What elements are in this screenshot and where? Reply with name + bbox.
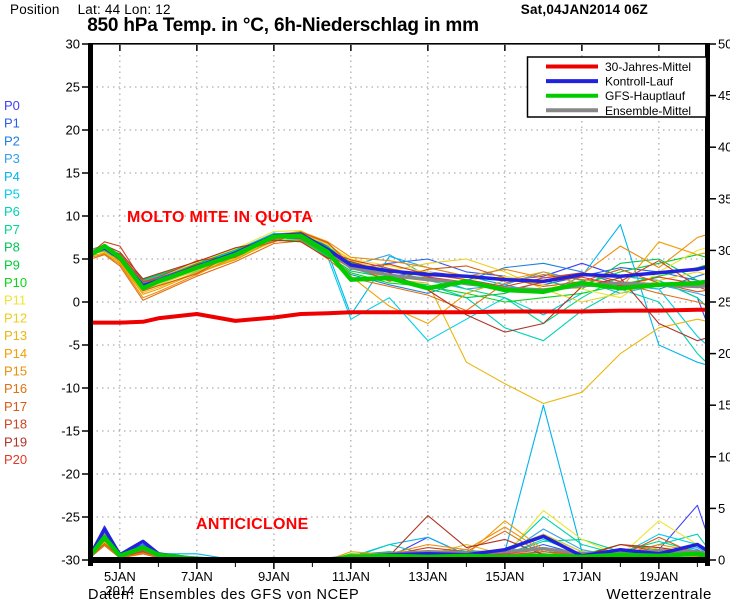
precip-axis-tick: 35 — [718, 191, 730, 206]
member-label-P19: P19 — [4, 434, 27, 449]
member-label-P12: P12 — [4, 310, 27, 325]
temp-axis-tick: -20 — [61, 467, 80, 482]
temp-axis-tick: 20 — [66, 123, 80, 138]
member-label-P8: P8 — [4, 240, 20, 255]
annotation-anticiclone: ANTICICLONE — [196, 516, 309, 533]
annotation-molto-mite: MOLTO MITE IN QUOTA — [127, 209, 313, 226]
legend: 30-Jahres-MittelKontroll-LaufGFS-Hauptla… — [526, 56, 708, 118]
legend-label: GFS-Hauptlauf — [605, 89, 686, 103]
precip-main-run-line — [90, 535, 708, 560]
member-label-P9: P9 — [4, 257, 20, 272]
precip-axis-tick: 25 — [718, 295, 730, 310]
legend-label: 30-Jahres-Mittel — [605, 60, 691, 74]
precip-axis-tick: 15 — [718, 398, 730, 413]
member-label-P10: P10 — [4, 275, 27, 290]
temp-30y-mean-line — [90, 307, 708, 325]
member-label-P3: P3 — [4, 151, 20, 166]
date-axis-tick: 13JAN — [408, 569, 447, 584]
temp-member-P19 — [90, 239, 708, 342]
date-axis-tick: 7JAN — [181, 569, 213, 584]
precip-axis-tick: 10 — [718, 449, 730, 464]
date-axis-tick: 11JAN — [332, 569, 370, 584]
legend-label: Ensemble-Mittel — [605, 104, 691, 118]
position-value: Lat: 44 Lon: 12 — [77, 2, 171, 17]
gridlines — [91, 44, 707, 560]
precip-axis-tick: 30 — [718, 243, 730, 258]
legend-label: Kontroll-Lauf — [605, 75, 674, 89]
temp-member-P15 — [90, 230, 708, 299]
date-axis-tick: 9JAN — [258, 569, 290, 584]
temp-axis-tick: 30 — [66, 37, 80, 52]
axis-labels: 302520151050-5-10-15-20-25-3050454035302… — [61, 37, 730, 599]
member-label-P4: P4 — [4, 169, 20, 184]
member-label-P6: P6 — [4, 204, 20, 219]
member-label-P0: P0 — [4, 98, 20, 113]
temp-axis-tick: 0 — [73, 295, 80, 310]
member-label-P11: P11 — [4, 293, 26, 308]
member-label-P17: P17 — [4, 399, 27, 414]
temp-axis-tick: 5 — [73, 252, 80, 267]
temp-axis-tick: 15 — [66, 166, 80, 181]
member-label-P2: P2 — [4, 133, 20, 148]
precip-axis-tick: 50 — [718, 37, 730, 52]
brand-wetterzentrale: Wetterzentrale — [606, 586, 712, 603]
precip-axis-tick: 45 — [718, 88, 730, 103]
member-label-P15: P15 — [4, 364, 27, 379]
date-axis-tick: 19JAN — [639, 569, 678, 584]
member-label-P18: P18 — [4, 417, 27, 432]
temp-axis-tick: -15 — [61, 424, 80, 439]
run-datetime: Sat,04JAN2014 06Z — [520, 2, 648, 17]
member-label-P20: P20 — [4, 452, 27, 467]
member-label-P5: P5 — [4, 187, 20, 202]
precip-axis-tick: 20 — [718, 346, 730, 361]
precip-member-P4 — [90, 404, 708, 560]
date-axis-tick: 15JAN — [485, 569, 524, 584]
temp-axis-tick: 10 — [66, 209, 80, 224]
member-label-P1: P1 — [4, 116, 20, 131]
plot-lines — [90, 224, 708, 560]
member-labels: P0 P1 P2 P3 P4 P5 P6 P7 P8 P9 P10 P11 P12 P13 P14 P15 P1… — [4, 98, 27, 467]
date-axis-tick: 17JAN — [562, 569, 601, 584]
precip-axis-tick: 5 — [718, 501, 725, 516]
temp-axis-tick: -10 — [61, 381, 80, 396]
member-label-P7: P7 — [4, 222, 20, 237]
temp-axis-tick: -5 — [68, 338, 80, 353]
temp-member-P4 — [90, 224, 708, 366]
axes-frame — [88, 43, 710, 566]
temp-main-run-line — [90, 233, 708, 294]
precip-axis-tick: 40 — [718, 140, 730, 155]
date-axis-tick: 5JAN — [104, 569, 136, 584]
position-header: Position Lat: 44 Lon: 12 — [10, 2, 171, 17]
member-label-P13: P13 — [4, 328, 27, 343]
year-label: 2014 — [105, 583, 134, 598]
data-source: Daten: Ensembles des GFS von NCEP — [88, 587, 360, 603]
precip-axis-tick: 0 — [718, 553, 725, 568]
chart-title: 850 hPa Temp. in °C, 6h-Niederschlag in … — [87, 15, 479, 36]
temp-axis-tick: -25 — [61, 510, 80, 525]
temp-axis-tick: 25 — [66, 80, 80, 95]
temp-axis-tick: -30 — [61, 553, 80, 568]
member-label-P14: P14 — [4, 346, 27, 361]
member-label-P16: P16 — [4, 381, 27, 396]
position-label: Position — [10, 2, 60, 17]
